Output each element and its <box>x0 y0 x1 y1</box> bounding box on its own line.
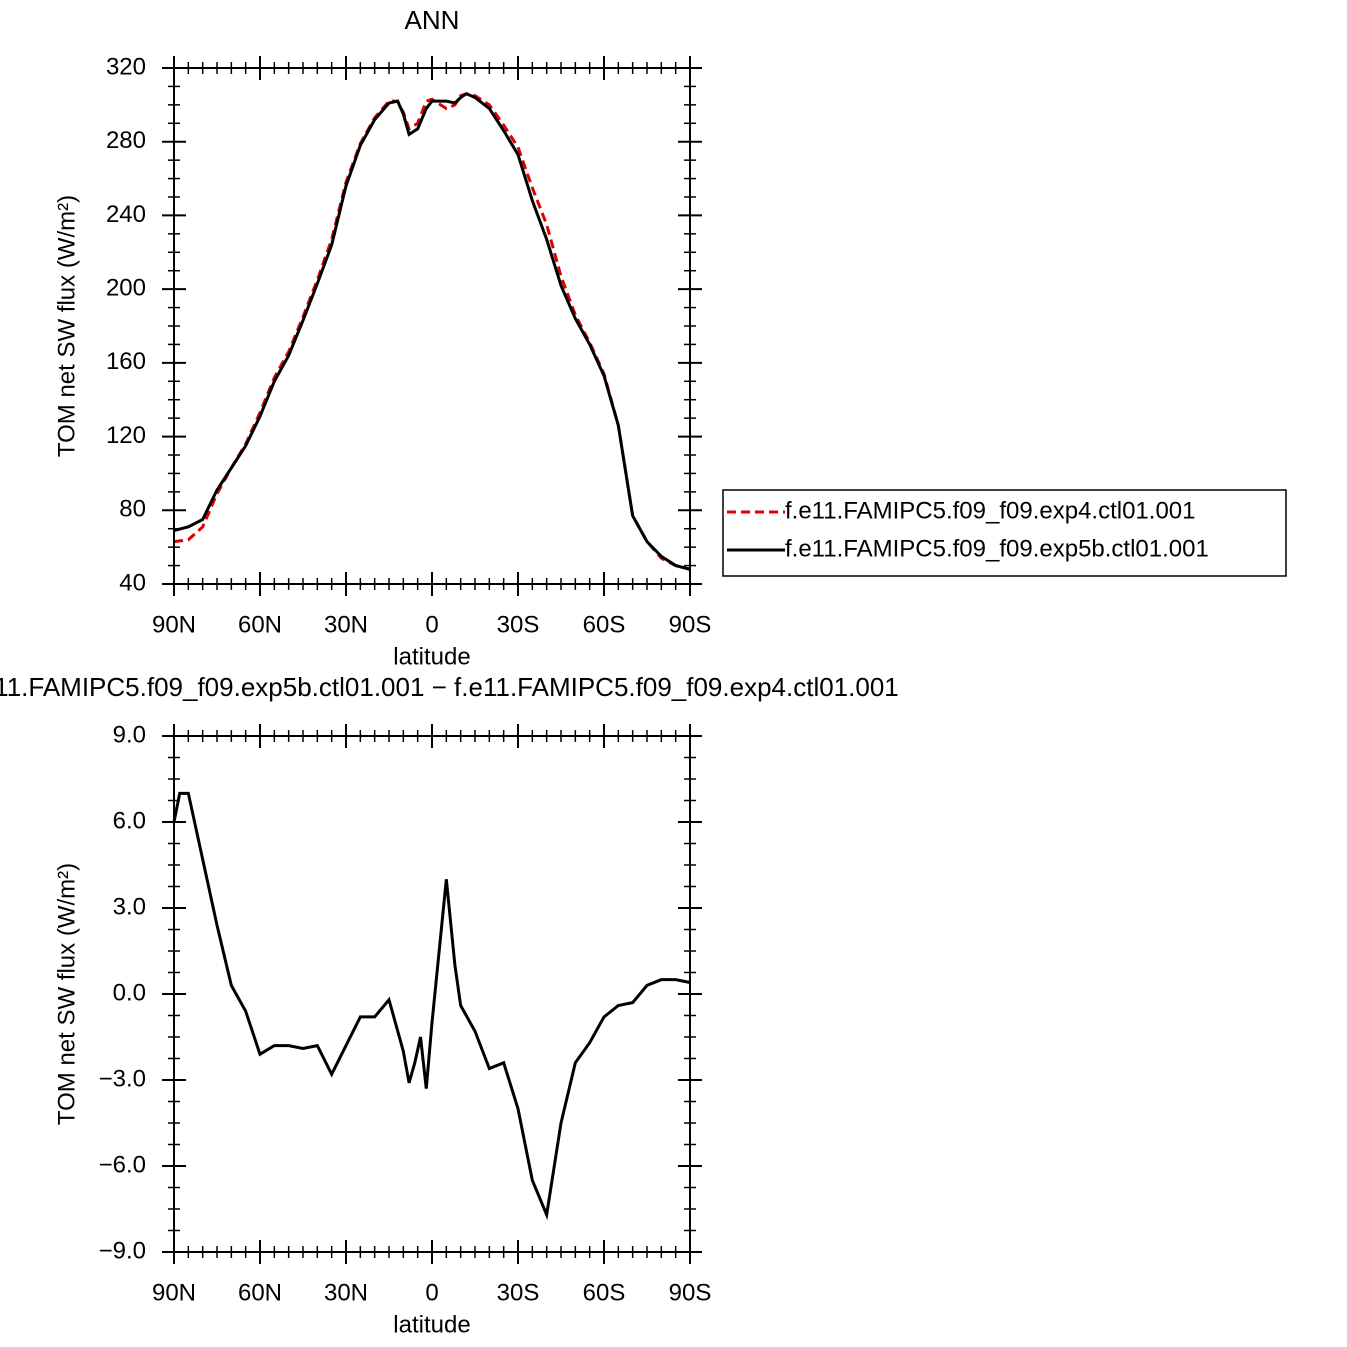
x-tick-label: 60N <box>238 1279 282 1306</box>
y-tick-label: 9.0 <box>113 721 146 748</box>
x-axis-label: latitude <box>393 643 470 670</box>
x-tick-label: 30N <box>324 1279 368 1306</box>
x-tick-label: 90S <box>669 611 712 638</box>
x-tick-label: 90N <box>152 611 196 638</box>
y-tick-label: 0.0 <box>113 979 146 1006</box>
x-tick-label: 30S <box>497 611 540 638</box>
data-line <box>173 92 691 571</box>
y-tick-label: −6.0 <box>99 1151 146 1178</box>
legend-label: f.e11.FAMIPC5.f09_f09.exp5b.ctl01.001 <box>785 535 1209 562</box>
y-tick-label: 6.0 <box>113 807 146 834</box>
data-line <box>172 791 691 1221</box>
x-tick-label: 60S <box>583 1279 626 1306</box>
y-tick-label: −3.0 <box>99 1065 146 1092</box>
y-tick-label: −9.0 <box>99 1237 146 1264</box>
y-axis-label: TOM net SW flux (W/m²) <box>53 195 80 457</box>
x-axis-label: latitude <box>393 1311 470 1338</box>
legend: f.e11.FAMIPC5.f09_f09.exp4.ctl01.001 f.e1… <box>722 489 1287 577</box>
y-tick-label: 120 <box>106 422 146 449</box>
legend-box <box>722 489 1287 577</box>
data-line <box>173 92 691 571</box>
x-tick-label: 0 <box>425 1279 438 1306</box>
chart-title: ANN <box>405 5 460 35</box>
x-tick-label: 60N <box>238 611 282 638</box>
x-tick-label: 90N <box>152 1279 196 1306</box>
y-tick-label: 320 <box>106 53 146 80</box>
chart-title: f.e11.FAMIPC5.f09_f09.exp5b.ctl01.001 − … <box>0 672 899 702</box>
y-tick-label: 40 <box>119 569 146 596</box>
y-tick-label: 280 <box>106 127 146 154</box>
x-tick-label: 90S <box>669 1279 712 1306</box>
x-tick-label: 30S <box>497 1279 540 1306</box>
legend-label: f.e11.FAMIPC5.f09_f09.exp4.ctl01.001 <box>785 497 1195 524</box>
y-axis-label: TOM net SW flux (W/m²) <box>53 863 80 1125</box>
x-tick-label: 0 <box>425 611 438 638</box>
y-tick-label: 3.0 <box>113 893 146 920</box>
y-tick-label: 240 <box>106 201 146 228</box>
plot-frame <box>173 735 691 1253</box>
x-tick-label: 60S <box>583 611 626 638</box>
y-tick-label: 80 <box>119 496 146 523</box>
y-tick-label: 160 <box>106 348 146 375</box>
x-tick-label: 30N <box>324 611 368 638</box>
plot-frame <box>173 67 691 585</box>
y-tick-label: 200 <box>106 274 146 301</box>
